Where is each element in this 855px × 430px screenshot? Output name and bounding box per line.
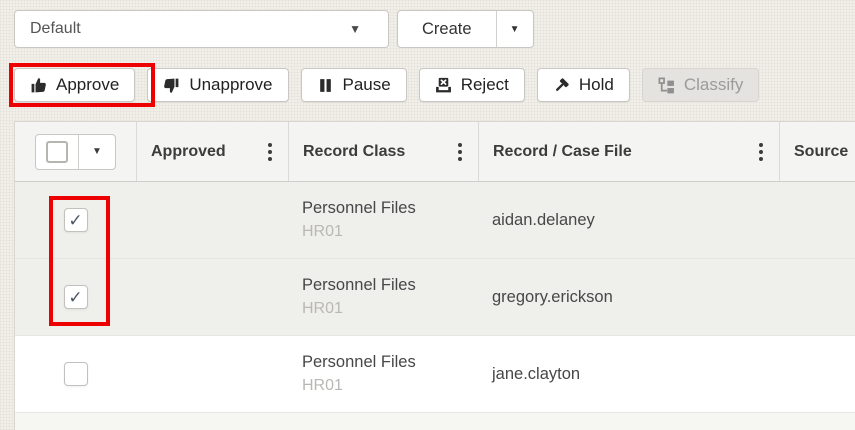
approved-cell <box>136 336 288 412</box>
checkbox-icon <box>46 140 68 163</box>
grid-body: ✓ Personnel Files HR01 aidan.delaney ✓ <box>15 182 855 430</box>
record-case-file-cell: gregory.erickson <box>478 259 779 335</box>
record-case-file-name: gregory.erickson <box>492 287 613 306</box>
source-cell <box>779 182 855 258</box>
create-split-button: Create ▼ <box>397 10 534 48</box>
column-header-record-case-file[interactable]: Record / Case File <box>478 122 779 181</box>
table-row[interactable]: ✓ Personnel Files HR01 jane.clayton <box>15 336 855 413</box>
thumbs-down-icon <box>164 78 179 93</box>
record-case-file-cell: jane.clayton <box>478 336 779 412</box>
source-cell <box>779 259 855 335</box>
hold-button-label: Hold <box>578 75 614 94</box>
classify-tree-icon <box>658 77 674 93</box>
reject-button-label: Reject <box>460 75 509 94</box>
select-all-split-button: ▼ <box>35 133 116 170</box>
row-select-cell: ✓ <box>15 336 136 412</box>
record-class-code: HR01 <box>302 223 343 240</box>
view-select-value: Default <box>30 20 81 37</box>
approve-button[interactable]: Approve <box>14 68 136 102</box>
select-all-checkbox[interactable] <box>36 135 78 169</box>
chevron-down-icon: ▼ <box>349 22 361 36</box>
column-header-label: Record Class <box>303 142 406 160</box>
unapprove-button[interactable]: Unapprove <box>147 68 289 102</box>
column-header-label: Record / Case File <box>493 142 632 160</box>
reject-button[interactable]: Reject <box>418 68 525 102</box>
pause-icon <box>319 78 331 92</box>
table-row[interactable]: ✓ Personnel Files HR01 aidan.delaney <box>15 182 855 259</box>
column-menu-icon[interactable] <box>456 139 464 165</box>
column-header-label: Source <box>794 142 849 160</box>
create-menu-button[interactable]: ▼ <box>495 11 533 47</box>
column-header-approved[interactable]: Approved <box>136 122 288 181</box>
unapprove-button-label: Unapprove <box>189 75 273 94</box>
approved-cell <box>136 182 288 258</box>
create-button[interactable]: Create <box>398 11 496 47</box>
pause-button[interactable]: Pause <box>300 68 407 102</box>
column-menu-icon[interactable] <box>757 139 765 165</box>
create-button-label: Create <box>422 19 472 38</box>
record-class-cell: Personnel Files HR01 <box>288 259 478 335</box>
column-menu-icon[interactable] <box>266 139 274 165</box>
classify-button-label: Classify <box>683 75 744 94</box>
topbar: Default ▼ Create ▼ <box>14 10 534 48</box>
row-checkbox[interactable]: ✓ <box>63 285 88 309</box>
select-all-menu-button[interactable]: ▼ <box>78 134 115 169</box>
column-header-label: Approved <box>151 142 226 160</box>
grid-header-row: ▼ Approved Record Class Record / Case Fi… <box>15 122 855 182</box>
record-case-file-name: aidan.delaney <box>492 210 595 229</box>
source-cell <box>779 336 855 412</box>
record-class-code: HR01 <box>302 300 343 317</box>
check-icon: ✓ <box>68 210 83 230</box>
record-case-file-name: jane.clayton <box>492 364 581 383</box>
thumbs-up-icon <box>31 77 46 92</box>
record-class-code: HR01 <box>302 377 343 394</box>
row-select-cell: ✓ <box>15 259 136 335</box>
chevron-down-icon: ▼ <box>92 146 102 157</box>
reject-box-icon <box>435 77 451 92</box>
gavel-icon <box>555 77 569 91</box>
approve-button-label: Approve <box>56 75 120 94</box>
row-checkbox[interactable]: ✓ <box>63 362 88 386</box>
hold-button[interactable]: Hold <box>536 68 630 102</box>
table-row-partial <box>15 413 855 430</box>
view-select-dropdown[interactable]: Default ▼ <box>14 10 389 48</box>
record-class-cell: Personnel Files HR01 <box>288 336 478 412</box>
column-header-source[interactable]: Source <box>779 122 855 181</box>
check-icon: ✓ <box>68 287 83 307</box>
actions-toolbar: Approve Unapprove Pause Reject Hold <box>14 68 760 102</box>
row-select-cell: ✓ <box>15 182 136 258</box>
record-class-cell: Personnel Files HR01 <box>288 182 478 258</box>
pause-button-label: Pause <box>342 75 391 94</box>
records-grid: ▼ Approved Record Class Record / Case Fi… <box>14 121 855 430</box>
chevron-down-icon: ▼ <box>509 23 520 35</box>
record-case-file-cell: aidan.delaney <box>478 182 779 258</box>
classify-button[interactable]: Classify <box>641 68 760 102</box>
record-class-name: Personnel Files <box>302 276 416 294</box>
record-class-name: Personnel Files <box>302 199 416 217</box>
row-checkbox[interactable]: ✓ <box>63 208 88 232</box>
table-row[interactable]: ✓ Personnel Files HR01 gregory.erickson <box>15 259 855 336</box>
approved-cell <box>136 259 288 335</box>
grid-header-select-all: ▼ <box>15 122 136 181</box>
column-header-record-class[interactable]: Record Class <box>288 122 478 181</box>
record-class-name: Personnel Files <box>302 353 416 371</box>
